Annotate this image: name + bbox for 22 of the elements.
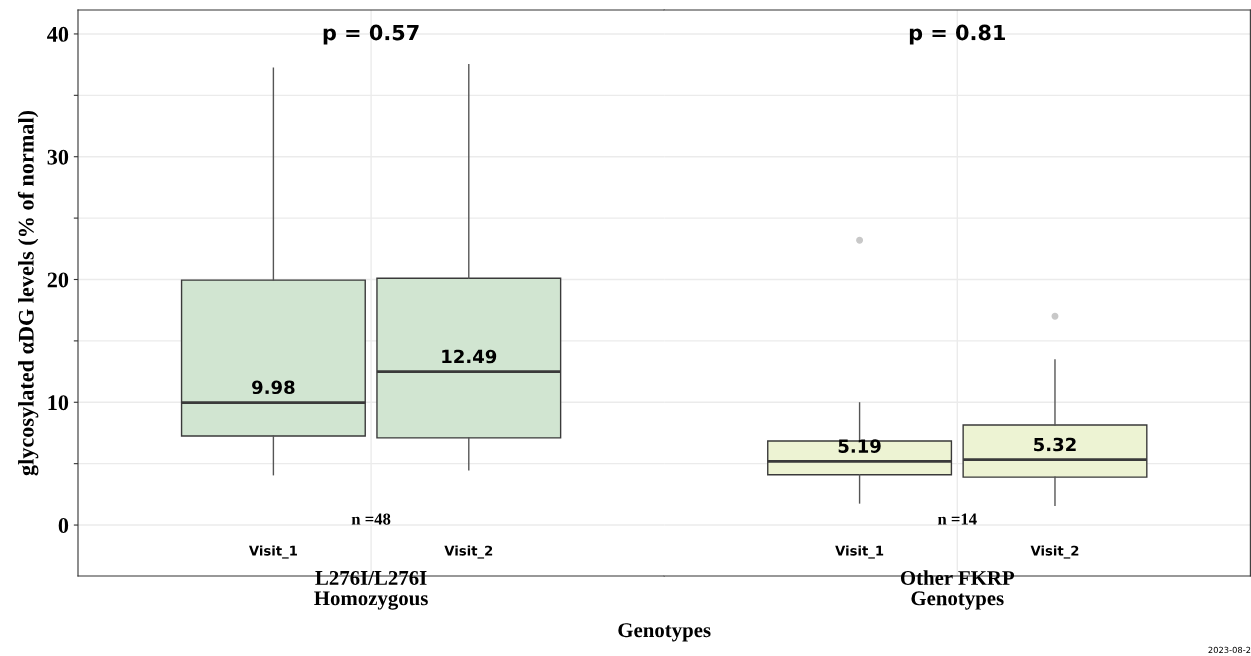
y-tick-label: 40 <box>47 26 69 42</box>
x-tick-label: Visit_2 <box>444 545 493 559</box>
annotation: p = 0.57 <box>323 24 419 45</box>
text: 12.49 <box>442 349 497 364</box>
annotation: n =48 <box>351 513 391 525</box>
y-tick-label: 10 <box>48 395 69 411</box>
y-tick-label: 0 <box>58 517 69 533</box>
text: Genotypes <box>618 623 711 642</box>
x-axis-title: L276I/L276I Homozygous <box>314 570 428 610</box>
x-tick-label: Visit_1 <box>248 545 297 559</box>
x-tick-label: Visit_2 <box>1030 545 1079 559</box>
x-axis-title: Other FKRP Genotypes <box>900 570 1015 610</box>
annotation: p = 0.81 <box>909 24 1005 45</box>
text: 5.32 <box>1034 437 1076 452</box>
text: 9.98 <box>252 380 295 395</box>
text: 5.19 <box>838 439 881 453</box>
text: 2023-08-2 <box>1208 646 1251 654</box>
x-tick-label: Visit_1 <box>835 545 884 559</box>
y-axis-title: glycosylated αDG levels (% of normal) <box>17 110 39 476</box>
y-tick-label: 20 <box>47 272 69 288</box>
annotation: n =14 <box>937 513 977 525</box>
y-tick-label: 30 <box>47 149 69 165</box>
